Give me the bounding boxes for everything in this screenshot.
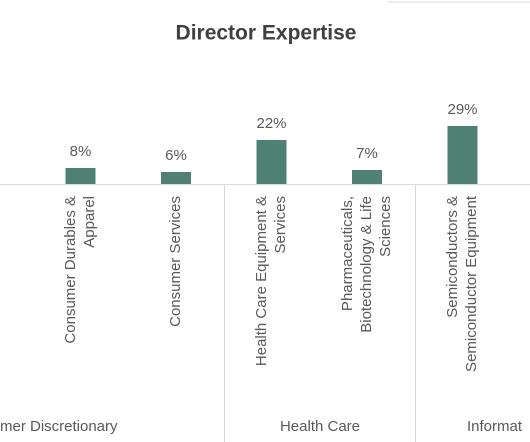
bar — [161, 172, 191, 184]
x-tick-label-group: Pharmaceuticals, Biotechnology & Life Scie… — [339, 196, 394, 333]
x-tick-label: Sciences — [377, 196, 394, 257]
bar — [447, 126, 478, 184]
x-tick-label: Consumer Services — [167, 196, 184, 327]
bar — [352, 170, 382, 184]
group-label: Health Care — [280, 418, 360, 435]
x-tick-label-group: Consumer Services — [167, 196, 184, 327]
group-label: Informat — [467, 418, 523, 435]
value-label: 8% — [70, 143, 92, 160]
bar — [65, 168, 96, 184]
value-label: 6% — [165, 147, 187, 164]
x-tick-label-group: Consumer Durables & Apparel — [62, 196, 98, 344]
group-label: mer Discretionary — [0, 418, 118, 435]
x-tick-label: Health Care Equipment & — [253, 196, 270, 366]
x-tick-label: Consumer Durables & — [62, 196, 79, 344]
x-tick-label: Biotechnology & Life — [358, 196, 375, 333]
x-tick-label: Semiconductors & — [444, 196, 461, 318]
x-tick-label: Services — [272, 196, 289, 254]
bar — [256, 140, 287, 184]
value-label: 22% — [256, 115, 286, 132]
x-tick-label: Semiconductor Equipment — [463, 195, 480, 372]
value-label: 7% — [356, 145, 378, 162]
x-tick-label: Apparel — [81, 196, 98, 248]
value-label: 29% — [447, 101, 477, 118]
x-tick-label: Pharmaceuticals, — [339, 196, 356, 311]
x-tick-label-group: Health Care Equipment & Services — [253, 196, 289, 366]
chart-title: Director Expertise — [176, 22, 357, 45]
x-tick-label-group: Semiconductors & Semiconductor Equipment — [444, 195, 480, 372]
